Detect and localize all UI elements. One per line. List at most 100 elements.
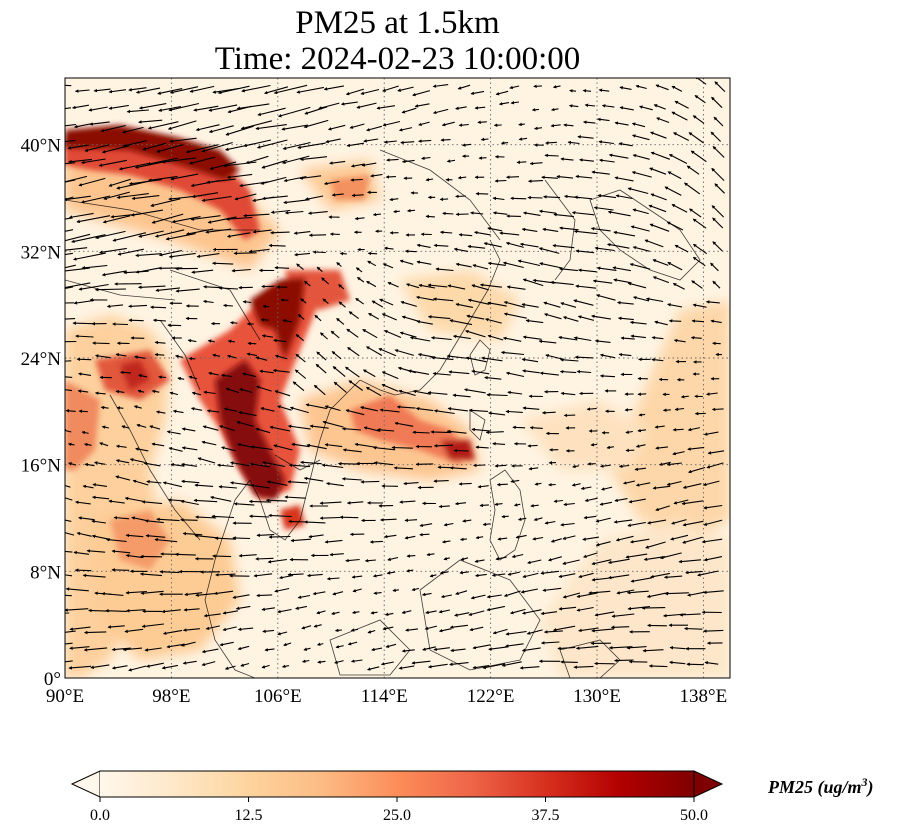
- wind-vector: [207, 216, 237, 224]
- wind-vector: [156, 517, 180, 522]
- wind-vector: [126, 109, 149, 114]
- wind-vector: [313, 624, 322, 628]
- wind-vector: [624, 408, 633, 412]
- wind-vector: [270, 230, 290, 235]
- wind-vector: [449, 319, 473, 326]
- wind-vector: [293, 231, 311, 235]
- wind-vector: [688, 466, 706, 474]
- wind-vector: [610, 625, 630, 630]
- wind-vector: [65, 139, 76, 143]
- wind-vector: [273, 84, 308, 95]
- wind-vector: [522, 335, 542, 340]
- wind-vector: [492, 196, 505, 201]
- wind-vector: [329, 552, 344, 557]
- wind-vector: [133, 405, 142, 409]
- wind-vector: [334, 628, 343, 633]
- wind-vector: [106, 304, 124, 308]
- wind-vector: [494, 502, 503, 506]
- wind-vector: [613, 658, 634, 663]
- wind-vector: [673, 499, 689, 505]
- wind-vector: [419, 523, 433, 528]
- wind-vector: [181, 446, 198, 451]
- wind-vector: [597, 193, 617, 199]
- wind-vector: [538, 247, 560, 254]
- wind-vector: [191, 192, 219, 199]
- wind-vector: [519, 666, 540, 670]
- wind-vector: [81, 158, 106, 165]
- wind-vector: [189, 85, 215, 93]
- wind-vector: [672, 283, 685, 290]
- wind-vector: [666, 221, 684, 231]
- wind-vector: [296, 263, 304, 271]
- wind-vector: [137, 389, 145, 394]
- wind-vector: [678, 559, 702, 564]
- wind-vector: [181, 427, 196, 432]
- wind-vector: [196, 253, 220, 259]
- wind-vector: [697, 570, 719, 577]
- wind-vector: [242, 372, 257, 378]
- wind-vector: [182, 660, 197, 665]
- wind-vector: [528, 466, 539, 471]
- wind-vector: [336, 262, 342, 267]
- wind-vector: [288, 519, 308, 524]
- lat-tick-label: 24°N: [21, 349, 62, 370]
- wind-vector: [81, 264, 108, 270]
- wind-vector: [233, 502, 255, 506]
- wind-vector: [273, 338, 287, 343]
- wind-vector: [552, 243, 575, 249]
- wind-vector: [562, 316, 579, 322]
- wind-vector: [667, 303, 683, 308]
- wind-vector: [201, 648, 219, 654]
- wind-vector: [69, 646, 90, 650]
- wind-vector: [105, 609, 127, 613]
- wind-vector: [711, 96, 723, 109]
- wind-vector: [405, 628, 419, 632]
- wind-vector: [255, 124, 287, 131]
- wind-vector: [492, 211, 508, 215]
- wind-vector: [185, 228, 214, 236]
- wind-vector: [502, 261, 524, 269]
- wind-vector: [342, 448, 362, 453]
- wind-vector: [93, 461, 106, 465]
- wind-vector: [350, 659, 363, 663]
- wind-vector: [261, 607, 275, 612]
- wind-vector: [575, 174, 593, 179]
- wind-vector: [560, 660, 578, 664]
- wind-vector: [432, 108, 449, 115]
- wind-vector: [606, 445, 614, 450]
- wind-vector: [67, 442, 75, 447]
- wind-vector: [488, 646, 509, 651]
- wind-vector: [457, 84, 471, 90]
- wind-vector: [558, 573, 576, 578]
- wind-vector: [468, 610, 485, 616]
- wind-vector: [75, 500, 91, 505]
- wind-vector: [191, 391, 202, 396]
- wind-vector: [571, 483, 581, 487]
- wind-vector: [324, 443, 343, 448]
- wind-vector: [487, 261, 506, 266]
- wind-vector: [255, 557, 274, 561]
- wind-vector: [599, 158, 615, 163]
- wind-vectors: [65, 78, 726, 672]
- wind-vector: [649, 223, 670, 232]
- wind-vector: [651, 357, 664, 362]
- wind-vector: [370, 611, 378, 615]
- wind-vector: [237, 442, 253, 448]
- wind-vector: [197, 457, 216, 464]
- wind-vector: [575, 645, 599, 650]
- wind-vector: [577, 315, 595, 321]
- wind-vector: [475, 535, 484, 540]
- wind-vector: [383, 534, 397, 539]
- wind-vector: [95, 230, 126, 240]
- wind-vector: [222, 303, 233, 308]
- wind-vector: [482, 663, 506, 670]
- wind-vector: [498, 101, 510, 106]
- wind-vector: [185, 144, 219, 154]
- wind-vector: [111, 549, 131, 554]
- wind-vector: [136, 423, 147, 428]
- wind-vector: [495, 556, 507, 561]
- wind-vector: [439, 570, 449, 575]
- wind-vector: [533, 84, 542, 89]
- wind-vector: [517, 259, 541, 267]
- wind-vector: [113, 515, 130, 520]
